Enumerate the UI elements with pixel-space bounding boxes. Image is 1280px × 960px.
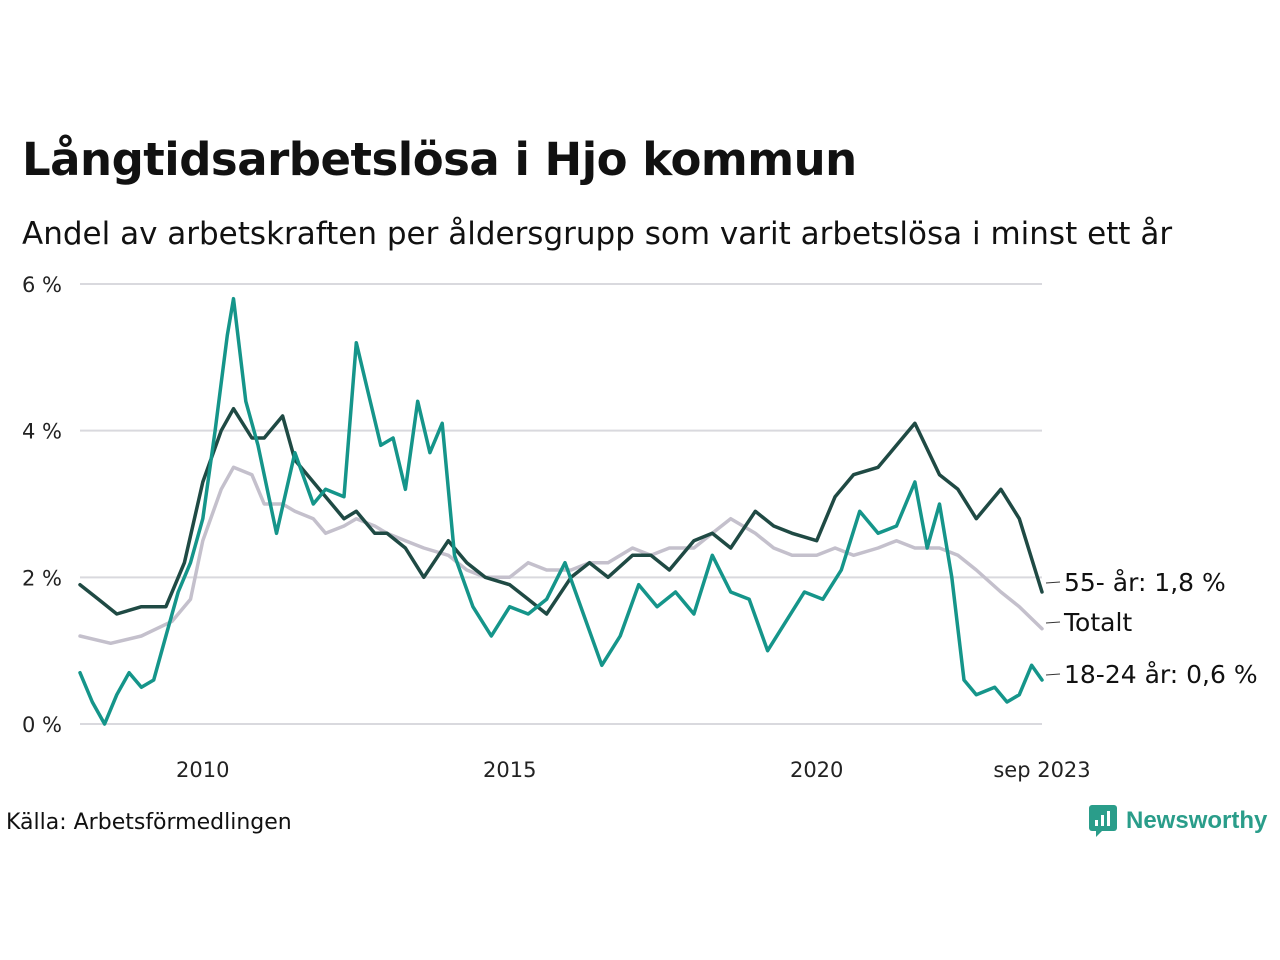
series-line-55-r (78, 406, 1044, 616)
y-tick-label: 6 % (22, 273, 62, 297)
series-end-label: 18-24 år: 0,6 % (1064, 660, 1258, 689)
series-line-totalt (78, 465, 1044, 646)
label-connector (1045, 581, 1061, 584)
brand-name: Newsworthy (1126, 807, 1268, 834)
series-line-18-24-r (78, 296, 1044, 726)
chart-title: Långtidsarbetslösa i Hjo kommun (22, 133, 857, 186)
series-lines (78, 296, 1044, 726)
series-end-label: 55- år: 1,8 % (1064, 568, 1226, 597)
newsworthy-logo-icon (1089, 805, 1117, 837)
x-tick-label: 2020 (790, 758, 843, 782)
x-tick-label: 2010 (176, 758, 229, 782)
label-connector (1045, 673, 1061, 676)
series-end-labels: Totalt 55- år: 1,8 % 18-24 år: 0,6 % (1045, 568, 1258, 689)
source-note: Källa: Arbetsförmedlingen (6, 810, 292, 835)
x-tick-label: 2015 (483, 758, 536, 782)
y-tick-label: 2 % (22, 566, 62, 590)
y-axis-ticks: 0 % 2 % 4 % 6 % (22, 273, 62, 737)
line-chart: 0 % 2 % 4 % 6 % 2010 2015 2020 sep 2023 Totalt… (22, 273, 1258, 782)
y-tick-label: 4 % (22, 420, 62, 444)
chart-subtitle: Andel av arbetskraften per åldersgrupp s… (22, 216, 1173, 252)
x-tick-label: sep 2023 (993, 758, 1090, 782)
x-axis-ticks: 2010 2015 2020 sep 2023 (176, 758, 1091, 782)
y-tick-label: 0 % (22, 713, 62, 737)
label-connector (1045, 621, 1061, 624)
gridlines (80, 283, 1042, 725)
series-end-label: Totalt (1063, 608, 1132, 637)
brand-logo[interactable]: Newsworthy (1088, 804, 1267, 838)
